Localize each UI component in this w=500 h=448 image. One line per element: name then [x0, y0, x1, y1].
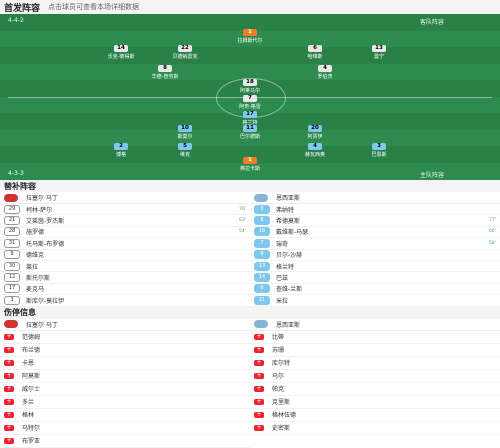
- injury-cross-icon: +: [4, 385, 14, 392]
- away-subs: 拉塞尔·马丁 29 柯林-萨尔 76' 21 艾莱茵-罗杰斯 63' 28 施罗德 54' …: [0, 192, 250, 307]
- list-item[interactable]: + 苏珊: [250, 344, 500, 357]
- home-formation: 4-3-3: [8, 170, 24, 177]
- list-item[interactable]: 28 施罗德 54': [0, 227, 250, 239]
- injury-cross-icon: +: [4, 333, 14, 340]
- list-item[interactable]: + 库尔特: [250, 357, 500, 370]
- list-item[interactable]: 18 戴维斯-马瑟 66': [250, 227, 500, 239]
- injury-cross-icon: +: [4, 424, 14, 431]
- list-item[interactable]: + 布罗亚: [0, 435, 250, 448]
- list-item[interactable]: 6 查维-兰斯: [250, 284, 500, 296]
- list-item[interactable]: 9 德维克: [0, 250, 250, 261]
- subs-columns: 拉塞尔·马丁 29 柯林-萨尔 76' 21 艾莱茵-罗杰斯 63' 28 施罗德 54' …: [0, 192, 500, 307]
- list-item[interactable]: 21 米拉: [250, 295, 500, 307]
- coach-row: 拉塞尔·马丁: [0, 192, 250, 204]
- injury-cross-icon: +: [254, 398, 264, 405]
- injury-columns: 拉塞尔·马丁 + 范德姆 + 布兰德 + 卡恩 + 阿莫斯 + 威尔士 + 多兰 + 格林 +…: [0, 319, 500, 448]
- list-item[interactable]: + 马特尔: [0, 422, 250, 435]
- injury-cross-icon: +: [254, 385, 264, 392]
- home-player[interactable]: 1 弗拉卡斯: [239, 157, 260, 172]
- injury-cross-icon: +: [254, 372, 264, 379]
- pitch: 4-4-2 客队阵容 4-3-3 主队阵容 1 拉姆斯代尔 14 沃克-彼得斯 22…: [0, 14, 500, 180]
- injury-cross-icon: +: [254, 333, 264, 340]
- section-subtitle: 点击球员可查看本场详细数据: [48, 3, 140, 11]
- injury-cross-icon: +: [4, 359, 14, 366]
- list-item[interactable]: + 史密斯: [250, 422, 500, 435]
- away-player[interactable]: 14 沃克-彼得斯: [107, 45, 135, 60]
- list-item[interactable]: + 马尔: [250, 370, 500, 383]
- home-player[interactable]: 11 巴尔德斯: [239, 125, 260, 140]
- coach-name: 恩西亚斯: [276, 195, 301, 202]
- home-player[interactable]: 3 巴恩斯: [371, 143, 387, 158]
- away-player[interactable]: 22 贝德纳雷克: [172, 45, 198, 60]
- list-item[interactable]: + 威尔士: [0, 383, 250, 396]
- list-item[interactable]: + 比蒂: [250, 331, 500, 344]
- list-item[interactable]: + 格林伍德: [250, 409, 500, 422]
- coach-row: 恩西亚斯: [250, 319, 500, 331]
- list-item[interactable]: 8 希德莫斯 77': [250, 215, 500, 227]
- home-player[interactable]: 5 维克: [178, 143, 192, 158]
- coach-row: 恩西亚斯: [250, 192, 500, 204]
- team-crest-icon: [254, 193, 268, 202]
- coach-name: 拉塞尔·马丁: [26, 195, 58, 202]
- list-item[interactable]: + 卡恩: [0, 357, 250, 370]
- list-item[interactable]: 7 瑞奇 58': [250, 238, 500, 250]
- list-item[interactable]: 29 柯林-萨尔 76': [0, 204, 250, 216]
- injury-cross-icon: +: [4, 411, 14, 418]
- lineup-header: 首发阵容 点击球员可查看本场详细数据: [0, 0, 500, 14]
- list-item[interactable]: + 范德姆: [0, 331, 250, 344]
- away-player[interactable]: 6 哈维斯: [307, 45, 323, 60]
- team-crest-icon: [4, 320, 18, 329]
- home-label: 主队阵容: [420, 172, 445, 179]
- injury-cross-icon: +: [254, 411, 264, 418]
- list-item[interactable]: 30 莱拉: [0, 261, 250, 273]
- injury-cross-icon: +: [254, 346, 264, 353]
- list-item[interactable]: 12 斯托尔斯: [0, 272, 250, 284]
- away-player[interactable]: 7 阿奇·格雷: [239, 95, 261, 110]
- list-item[interactable]: 9 贝尔-沙赫: [250, 250, 500, 261]
- team-crest-icon: [4, 193, 18, 202]
- list-item[interactable]: 17 麦克马: [0, 284, 250, 296]
- injury-cross-icon: +: [254, 424, 264, 431]
- away-player[interactable]: 13 曼宁: [372, 45, 386, 60]
- list-item[interactable]: + 帕克: [250, 383, 500, 396]
- list-item[interactable]: 14 巴兹: [250, 272, 500, 284]
- subs-title: 替补阵容: [0, 180, 500, 192]
- list-item[interactable]: + 格林: [0, 409, 250, 422]
- injuries-title: 伤停信息: [0, 306, 500, 319]
- list-item[interactable]: 3 弗纳特: [250, 204, 500, 216]
- home-player[interactable]: 20 阿贾伊: [307, 125, 323, 140]
- home-injuries: 恩西亚斯 + 比蒂 + 苏珊 + 库尔特 + 马尔 + 帕克 + 克里斯 + 格林伍德 + 史密…: [250, 319, 500, 448]
- injury-cross-icon: +: [4, 346, 14, 353]
- away-player[interactable]: 4 罗伯茨: [317, 65, 333, 80]
- away-label: 客队阵容: [420, 19, 445, 26]
- away-player[interactable]: 18 阿莱马尔: [239, 79, 260, 94]
- list-item[interactable]: + 布兰德: [0, 344, 250, 357]
- home-player[interactable]: 10 斯莫尔: [177, 125, 193, 140]
- list-item[interactable]: + 阿莫斯: [0, 370, 250, 383]
- coach-name: 拉塞尔·马丁: [26, 321, 58, 329]
- coach-name: 恩西亚斯: [276, 321, 301, 329]
- away-injuries: 拉塞尔·马丁 + 范德姆 + 布兰德 + 卡恩 + 阿莫斯 + 威尔士 + 多兰 + 格林 +…: [0, 319, 250, 448]
- list-item[interactable]: 21 艾莱茵-罗杰斯 63': [0, 215, 250, 227]
- injury-cross-icon: +: [4, 398, 14, 405]
- injury-cross-icon: +: [4, 372, 14, 379]
- home-player[interactable]: 2 博格: [114, 143, 128, 158]
- list-item[interactable]: 31 托马斯-布罗德: [0, 238, 250, 250]
- coach-row: 拉塞尔·马丁: [0, 319, 250, 331]
- list-item[interactable]: + 多兰: [0, 396, 250, 409]
- list-item[interactable]: 3 斯库尔-莫拉伊: [0, 295, 250, 307]
- list-item[interactable]: + 克里斯: [250, 396, 500, 409]
- home-player[interactable]: 4 赫瓦西奥: [304, 143, 325, 158]
- away-player[interactable]: 1 拉姆斯代尔: [237, 29, 263, 44]
- away-player[interactable]: 8 华德-普劳斯: [151, 65, 179, 80]
- list-item[interactable]: 13 格兰特: [250, 261, 500, 273]
- team-crest-icon: [254, 320, 268, 329]
- away-formation: 4-4-2: [8, 17, 24, 24]
- section-title: 首发阵容: [4, 3, 41, 14]
- injury-cross-icon: +: [4, 437, 14, 444]
- home-player[interactable]: 17 格兰特: [242, 111, 258, 126]
- injury-cross-icon: +: [254, 359, 264, 366]
